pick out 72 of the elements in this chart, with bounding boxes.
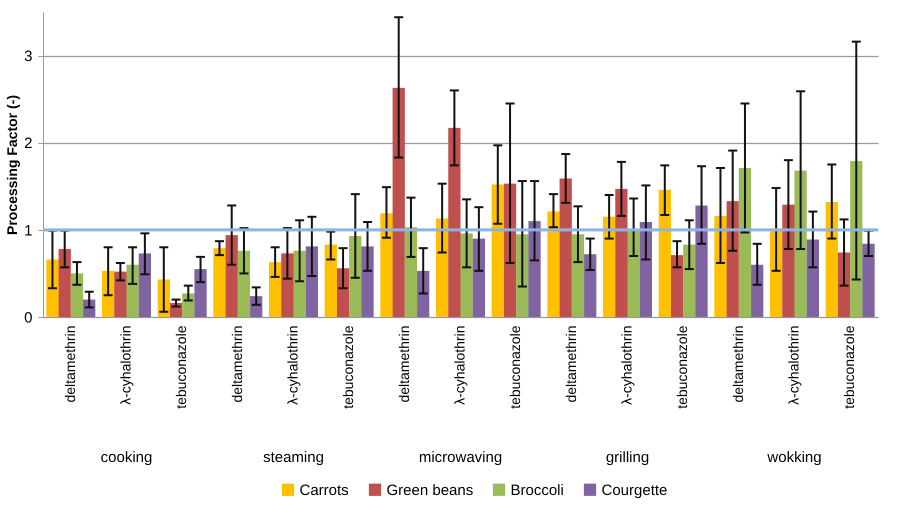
bar [782, 204, 794, 317]
x-tick-label: tebuconazole [173, 325, 190, 409]
bar [380, 213, 393, 317]
x-tick-label: deltamethrin [228, 326, 245, 403]
x-tick-label: tebuconazole [674, 325, 690, 409]
bar [584, 254, 596, 317]
bar [460, 233, 473, 317]
x-tick-label: tebuconazole [841, 325, 858, 409]
x-tick-label: deltamethrin [730, 326, 746, 403]
bar [361, 246, 374, 317]
bar [281, 253, 294, 317]
x-tick-label: deltamethrin [62, 326, 78, 403]
bar [269, 262, 282, 317]
x-tick-label: λ-cyhalothrin [284, 326, 300, 405]
y-tick-label: 0 [24, 310, 32, 326]
bar [806, 239, 819, 317]
bar [324, 244, 337, 317]
bar [114, 272, 126, 317]
x-tick-label: λ-cyhalothrin [118, 326, 134, 405]
y-tick-label: 1 [24, 222, 32, 240]
bar [560, 178, 572, 317]
bar [615, 188, 628, 317]
bar [294, 250, 306, 317]
bar [392, 88, 405, 317]
bar [628, 230, 640, 317]
bar [640, 222, 652, 317]
text: microwaving [418, 449, 502, 466]
bar [695, 205, 708, 317]
bar [436, 218, 448, 317]
x-tick-label: tebuconazole [340, 325, 356, 409]
bar [226, 235, 238, 317]
bar [683, 244, 696, 317]
bar [126, 264, 139, 317]
bar [349, 236, 362, 317]
x-tick-label: tebuconazole [507, 325, 524, 409]
bar [472, 238, 485, 317]
y-tick-label: 2 [24, 135, 32, 152]
bar [658, 190, 671, 317]
bar [306, 246, 318, 317]
legend-label: Courgette [602, 482, 668, 499]
text: grilling [606, 449, 650, 466]
bar [404, 227, 418, 317]
bar [238, 250, 250, 317]
bar [70, 273, 84, 317]
bar [336, 268, 350, 317]
bar [572, 234, 584, 317]
legend-label: Green beans [386, 482, 474, 499]
bar [213, 248, 226, 317]
text: wokking [766, 449, 822, 466]
bar [58, 249, 71, 317]
text: cooking [100, 449, 152, 466]
x-tick-label: deltamethrin [562, 326, 579, 403]
bar [826, 202, 838, 317]
x-tick-label: λ-cyhalothrin [786, 326, 802, 405]
bar [838, 252, 850, 317]
bar [670, 255, 684, 317]
y-tick-label: 3 [24, 48, 32, 66]
text: steaming [263, 449, 324, 466]
bar [862, 244, 875, 317]
x-tick-label: λ-cyhalothrin [452, 326, 468, 405]
bar [492, 184, 504, 317]
bar [547, 212, 560, 317]
y-axis-title: Processing Factor (-) [4, 94, 20, 236]
bar [603, 216, 616, 317]
x-tick-label: λ-cyhalothrin [618, 326, 634, 405]
bar [448, 128, 460, 317]
legend-label: Broccoli [510, 482, 564, 499]
bar [194, 269, 207, 317]
bar [751, 264, 764, 317]
bar [138, 253, 151, 317]
x-tick-label: deltamethrin [396, 326, 412, 403]
legend-label: Carrots [300, 482, 349, 499]
